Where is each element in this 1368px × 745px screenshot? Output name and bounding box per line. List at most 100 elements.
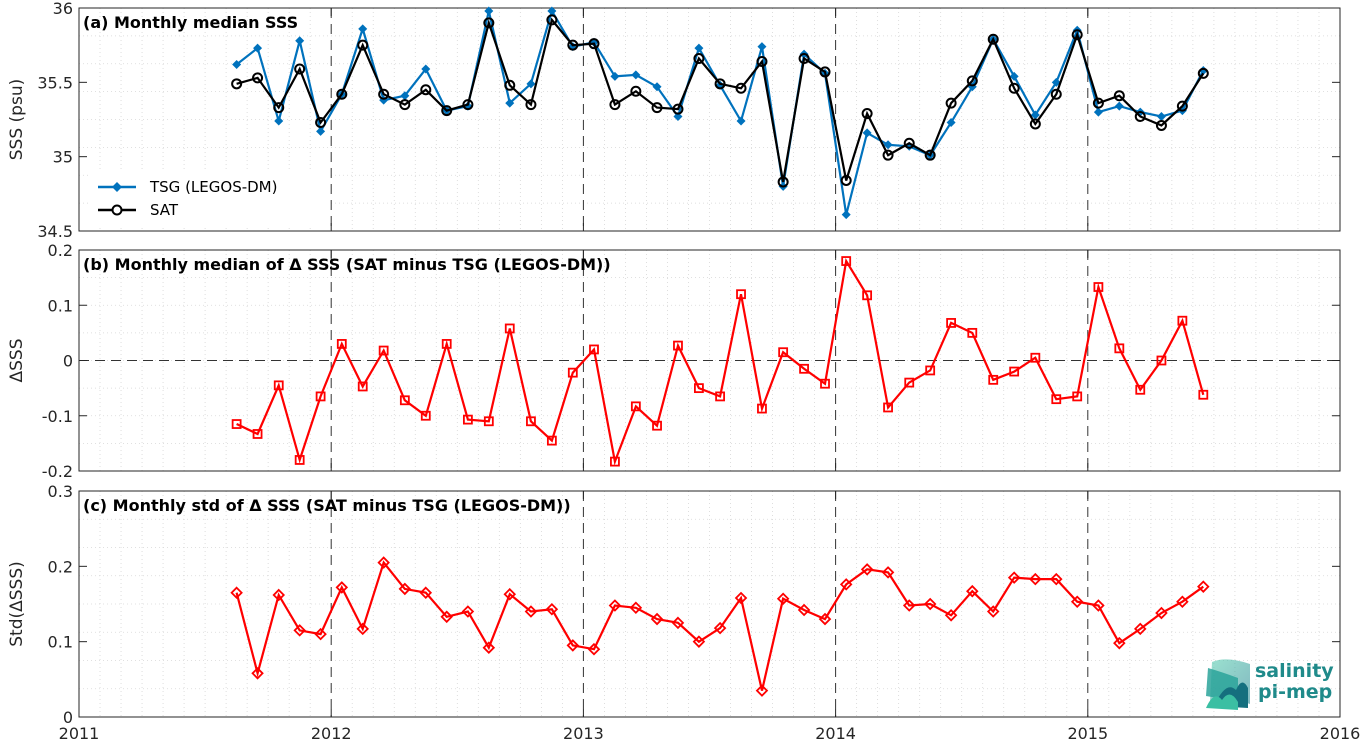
data-point	[377, 556, 390, 569]
data-point	[861, 108, 873, 120]
x-tick-label: 2014	[815, 724, 856, 743]
legend-marker-tsg	[112, 182, 122, 192]
data-point	[966, 584, 979, 598]
logo-text-pi-mep: pi-mep	[1258, 681, 1332, 703]
series-line-0	[236, 258, 1205, 466]
data-point	[860, 563, 874, 576]
data-point	[671, 616, 685, 630]
panel-title: (c) Monthly std of Δ SSS (SAT minus TSG …	[83, 496, 571, 515]
data-point	[694, 383, 704, 394]
data-point	[904, 377, 915, 388]
data-point	[736, 116, 746, 126]
data-point	[1176, 595, 1189, 609]
data-point	[1113, 90, 1125, 102]
data-point	[1155, 119, 1167, 131]
data-point	[378, 88, 390, 100]
data-point	[755, 684, 769, 697]
data-point	[651, 102, 663, 114]
data-point	[987, 33, 999, 45]
y-tick-label: 36	[53, 0, 73, 18]
data-point	[778, 347, 789, 358]
y-tick-label: 0	[63, 708, 73, 727]
data-point	[944, 609, 958, 622]
data-point	[315, 116, 327, 128]
data-point	[336, 88, 348, 100]
data-point	[1007, 571, 1021, 584]
data-point	[650, 612, 664, 626]
data-point	[483, 416, 494, 427]
axes-frame	[78, 490, 1341, 718]
salinity-pi-mep-logo: salinity pi-mep	[1206, 659, 1334, 710]
legend-label-tsg: TSG (LEGOS-DM)	[149, 178, 277, 196]
data-point	[799, 363, 809, 374]
data-point	[273, 102, 285, 114]
axes-frame	[78, 7, 1341, 232]
data-point	[1093, 107, 1103, 117]
legend-label-sat: SAT	[150, 201, 179, 219]
data-point	[862, 128, 872, 138]
data-point	[567, 39, 579, 51]
data-point	[251, 667, 264, 680]
y-tick-label: 0.2	[48, 557, 73, 576]
data-point	[610, 71, 620, 81]
data-point	[547, 6, 557, 16]
series-line-1	[236, 17, 1205, 183]
y-tick-label: 0.1	[48, 296, 73, 315]
data-point	[1113, 636, 1126, 650]
data-point	[525, 99, 537, 111]
data-point	[1133, 622, 1147, 636]
y-axis-label: Std(ΔSSS)	[7, 561, 27, 647]
data-point	[1070, 595, 1084, 609]
data-point	[421, 64, 431, 74]
y-tick-label: 34.5	[37, 222, 73, 241]
y-tick-label: 35.5	[37, 73, 73, 92]
data-point	[441, 339, 452, 349]
x-tick-label: 2011	[59, 724, 100, 743]
x-tick-label: 2012	[311, 724, 352, 743]
data-point	[1198, 65, 1208, 75]
data-point	[945, 97, 957, 109]
data-point	[609, 99, 621, 111]
data-point	[420, 410, 431, 421]
data-point	[925, 365, 936, 376]
data-point	[903, 137, 915, 149]
data-point	[1093, 282, 1104, 292]
data-point	[1156, 355, 1167, 366]
data-point	[503, 587, 517, 601]
data-point	[567, 367, 578, 378]
data-point	[881, 566, 895, 579]
y-tick-label: 0.3	[48, 482, 73, 501]
data-point	[484, 6, 494, 16]
data-point	[399, 395, 410, 406]
panel-title: (a) Monthly median SSS	[83, 13, 298, 32]
data-point	[588, 38, 600, 50]
series-line-0	[235, 8, 1205, 215]
data-point	[546, 14, 558, 26]
data-point	[252, 72, 264, 84]
data-point	[230, 586, 243, 599]
data-point	[272, 588, 286, 602]
data-point	[923, 597, 937, 611]
data-point	[736, 289, 746, 300]
data-point	[526, 416, 536, 427]
data-point	[734, 591, 748, 605]
legend-marker-sat	[111, 204, 123, 216]
data-point	[883, 140, 893, 150]
data-point	[797, 603, 811, 617]
data-point	[316, 126, 326, 136]
panel-title: (b) Monthly median of Δ SSS (SAT minus T…	[83, 255, 611, 274]
data-point	[777, 176, 789, 188]
data-point	[839, 578, 853, 591]
data-point	[589, 344, 599, 355]
data-point	[820, 378, 830, 389]
data-point	[587, 642, 601, 656]
data-point	[1176, 100, 1188, 112]
data-point	[966, 75, 978, 87]
data-point	[946, 318, 957, 328]
data-point	[461, 605, 475, 618]
data-point	[882, 149, 894, 161]
data-point	[986, 605, 1000, 618]
data-point	[399, 99, 411, 111]
data-point	[546, 435, 557, 446]
data-point	[673, 340, 683, 351]
